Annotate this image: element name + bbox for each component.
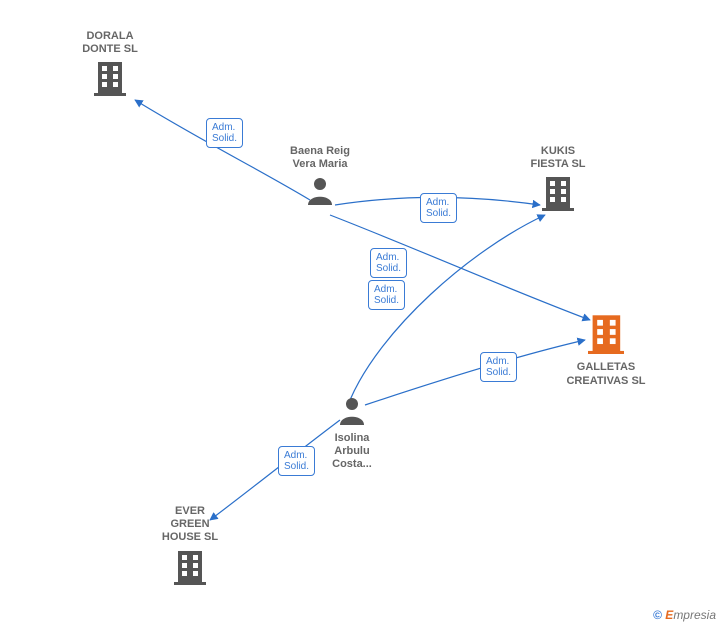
person-icon	[337, 416, 367, 428]
node-isolina: IsolinaArbuluCosta...	[302, 395, 402, 472]
edge-label-isolina-ever: Adm.Solid.	[278, 446, 315, 476]
node-dorala: DORALADONTE SL	[60, 30, 160, 99]
node-label: Baena ReigVera Maria	[270, 145, 370, 171]
node-ever: EVERGREENHOUSE SL	[140, 505, 240, 588]
edge-label-baena-galletas: Adm.Solid.	[370, 248, 407, 278]
node-kukis: KUKISFIESTA SL	[508, 145, 608, 214]
node-label: IsolinaArbuluCosta...	[302, 432, 402, 472]
edge-label-baena-kukis: Adm.Solid.	[420, 193, 457, 223]
node-galletas: GALLETASCREATIVAS SL	[556, 313, 656, 388]
node-label: DORALADONTE SL	[60, 30, 160, 56]
node-label: EVERGREENHOUSE SL	[140, 505, 240, 545]
building-icon	[174, 576, 206, 588]
edge-label-isolina-kukis: Adm.Solid.	[368, 280, 405, 310]
brand-rest: mpresia	[673, 608, 716, 622]
footer-credit: © Empresia	[653, 608, 716, 622]
edge-label-baena-dorala: Adm.Solid.	[206, 118, 243, 148]
building-icon	[588, 345, 625, 357]
node-label: GALLETASCREATIVAS SL	[556, 361, 656, 387]
edge-label-isolina-galletas: Adm.Solid.	[480, 352, 517, 382]
copyright-symbol: ©	[653, 608, 662, 622]
building-icon	[542, 202, 574, 214]
person-icon	[305, 196, 335, 208]
node-baena: Baena ReigVera Maria	[270, 145, 370, 208]
building-icon	[94, 87, 126, 99]
node-label: KUKISFIESTA SL	[508, 145, 608, 171]
